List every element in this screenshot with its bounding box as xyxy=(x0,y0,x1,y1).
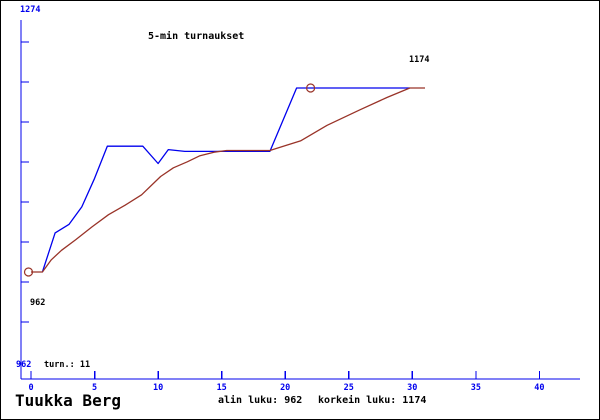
player-name-label: Tuukka Berg xyxy=(15,391,121,410)
chart-title: 5-min turnaukset xyxy=(148,31,245,42)
x-tick-label: 25 xyxy=(343,383,354,393)
tournament-count-label: turn.: 11 xyxy=(44,360,91,370)
x-tick-label: 20 xyxy=(280,383,291,393)
x-tick-label: 35 xyxy=(470,383,482,393)
x-tick-label: 5 xyxy=(92,383,98,393)
x-tick-label: 0 xyxy=(28,383,34,393)
footer-min-label: alin luku: 962 xyxy=(218,395,303,406)
x-tick-label: 10 xyxy=(152,383,164,393)
x-tick-label: 40 xyxy=(534,383,545,393)
x-tick-label: 30 xyxy=(407,383,418,393)
footer-max-label: korkein luku: 1174 xyxy=(318,395,427,406)
x-tick-label: 15 xyxy=(216,383,227,393)
max-point-label: 1174 xyxy=(409,55,430,65)
y-axis-min-label: 962 xyxy=(16,360,32,370)
min-point-label: 962 xyxy=(30,298,46,308)
y-axis-max-label: 1274 xyxy=(20,5,41,15)
